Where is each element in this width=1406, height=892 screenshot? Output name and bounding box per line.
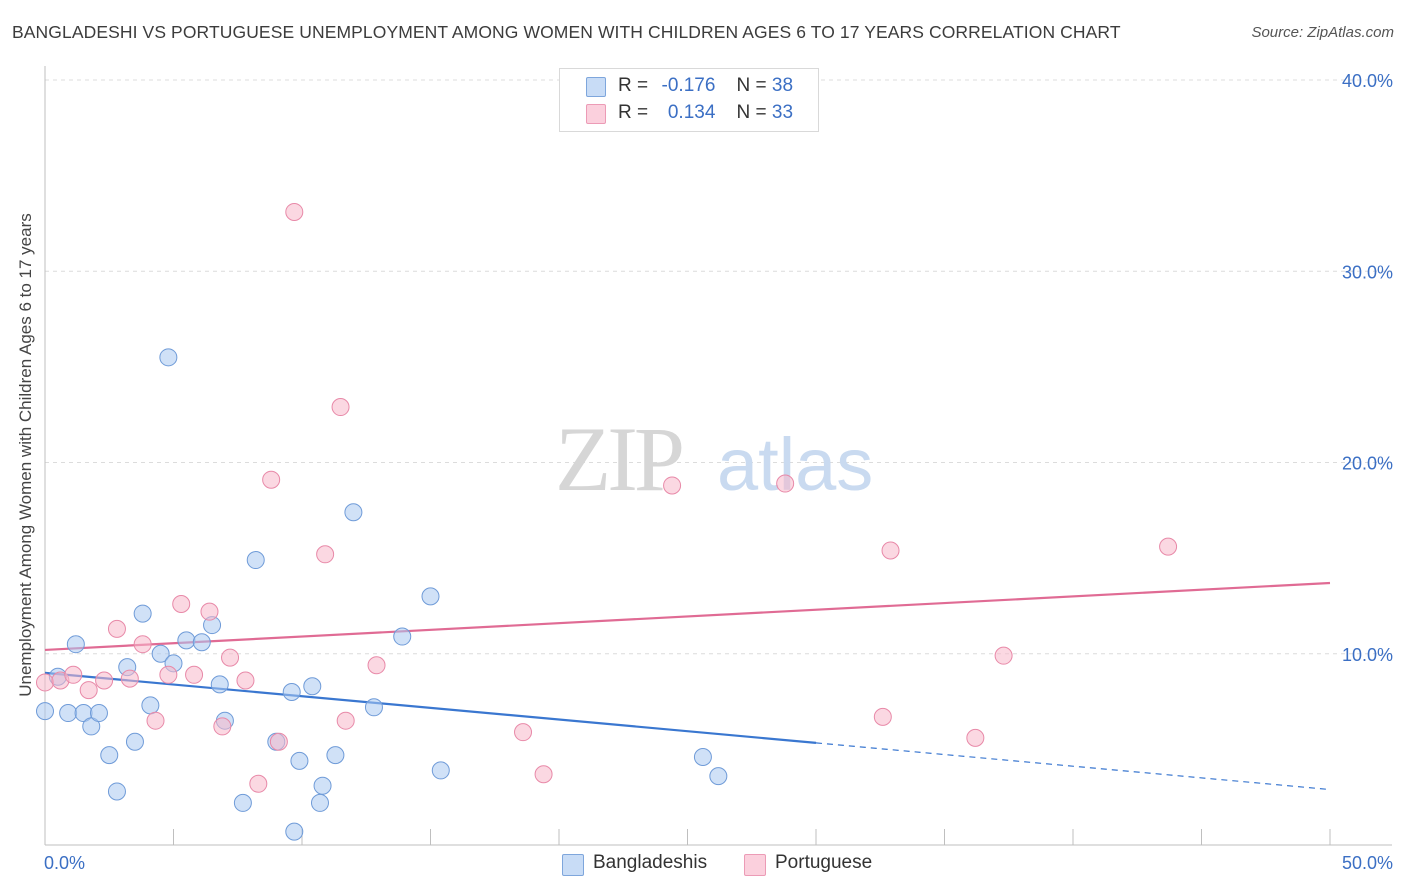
legend-swatch-portuguese [586, 104, 606, 124]
point-portuguese [994, 646, 1013, 665]
legend-r-label: R = [618, 102, 649, 123]
point-bangladeshis [59, 704, 78, 723]
point-portuguese [236, 671, 255, 690]
point-portuguese [262, 470, 281, 489]
point-bangladeshis [141, 696, 160, 715]
point-bangladeshis [107, 782, 126, 801]
point-portuguese [663, 476, 682, 495]
bottom-legend-swatch [562, 854, 584, 876]
point-portuguese [881, 541, 900, 560]
trendline-portuguese [44, 581, 1331, 652]
y-tick-label: 10.0% [1342, 645, 1393, 665]
watermark-atlas: atlas [717, 423, 873, 506]
chart-title: BANGLADESHI VS PORTUGUESE UNEMPLOYMENT A… [12, 22, 1121, 42]
y-axis-label: Unemployment Among Women with Children A… [16, 213, 35, 697]
legend-n-value: 33 [771, 102, 794, 123]
trendline-bangladeshis [44, 671, 817, 744]
point-portuguese [873, 707, 892, 726]
trendline-extension-bangladeshis [815, 742, 1331, 791]
point-portuguese [159, 665, 178, 684]
point-bangladeshis [282, 683, 301, 701]
point-portuguese [534, 765, 553, 784]
point-portuguese [146, 711, 165, 730]
y-tick-label: 40.0% [1342, 71, 1393, 91]
point-bangladeshis [431, 761, 450, 780]
point-bangladeshis [82, 717, 101, 736]
point-bangladeshis [210, 675, 229, 694]
point-portuguese [213, 717, 232, 736]
point-bangladeshis [233, 793, 252, 812]
legend-swatch-bangladeshis [586, 77, 606, 97]
point-portuguese [120, 669, 139, 688]
point-portuguese [36, 673, 54, 692]
point-portuguese [95, 671, 114, 690]
y-tick-label: 30.0% [1342, 262, 1393, 282]
point-portuguese [79, 681, 98, 700]
legend-r-label: R = [618, 75, 649, 96]
point-portuguese [966, 728, 985, 747]
point-bangladeshis [310, 793, 329, 812]
point-bangladeshis [709, 767, 728, 786]
point-bangladeshis [290, 751, 309, 770]
point-portuguese [514, 723, 533, 742]
point-bangladeshis [66, 635, 85, 654]
point-bangladeshis [125, 732, 144, 751]
y-tick-label: 20.0% [1342, 454, 1393, 474]
point-bangladeshis [421, 587, 440, 606]
point-portuguese [1159, 537, 1178, 556]
point-portuguese [200, 602, 219, 621]
legend-n-label: N = [736, 102, 767, 123]
point-bangladeshis [151, 644, 170, 663]
point-bangladeshis [36, 702, 54, 721]
correlation-legend: R = -0.176 N = 38 R = 0.134 N = 33 [559, 68, 819, 132]
tick-labels: 10.0% 20.0% 30.0% 40.0% 0.0% 50.0% [44, 71, 1393, 873]
point-portuguese [269, 732, 288, 751]
data-points [36, 202, 1178, 841]
source-label: Source: ZipAtlas.com [1251, 24, 1394, 41]
point-portuguese [221, 648, 240, 667]
point-bangladeshis [177, 631, 196, 650]
point-portuguese [249, 774, 268, 793]
point-bangladeshis [364, 698, 383, 717]
point-bangladeshis [326, 746, 345, 765]
legend-n-label: N = [736, 75, 767, 96]
grid-lines [45, 79, 1392, 655]
legend-r-value: 0.134 [667, 102, 716, 123]
trend-lines [44, 581, 1331, 791]
watermark: ZIP atlas [555, 408, 873, 510]
watermark-zip: ZIP [555, 408, 682, 510]
point-portuguese [107, 619, 126, 638]
bottom-legend-swatch [744, 854, 766, 876]
point-bangladeshis [303, 677, 322, 696]
bottom-legend-label: Bangladeshis [593, 852, 708, 873]
point-bangladeshis [285, 822, 304, 841]
point-bangladeshis [393, 627, 412, 646]
point-bangladeshis [89, 704, 108, 723]
point-portuguese [285, 202, 304, 221]
legend-n-value: 38 [771, 75, 794, 96]
point-portuguese [336, 711, 355, 730]
point-bangladeshis [192, 633, 211, 652]
point-portuguese [776, 474, 795, 493]
bottom-legend-label: Portuguese [775, 852, 873, 873]
point-bangladeshis [344, 503, 363, 522]
point-bangladeshis [313, 776, 332, 795]
point-bangladeshis [693, 748, 712, 767]
point-portuguese [133, 635, 152, 654]
x-tick-label: 50.0% [1342, 853, 1393, 873]
point-portuguese [331, 398, 350, 417]
point-portuguese [316, 545, 335, 564]
legend-r-value: -0.176 [661, 75, 716, 96]
point-portuguese [185, 665, 204, 684]
point-bangladeshis [133, 604, 152, 623]
x-tick-label: 0.0% [44, 853, 85, 873]
point-bangladeshis [246, 551, 265, 570]
point-bangladeshis [100, 746, 119, 765]
point-portuguese [367, 656, 386, 675]
point-portuguese [64, 665, 83, 684]
point-bangladeshis [159, 348, 178, 367]
point-portuguese [172, 595, 191, 614]
